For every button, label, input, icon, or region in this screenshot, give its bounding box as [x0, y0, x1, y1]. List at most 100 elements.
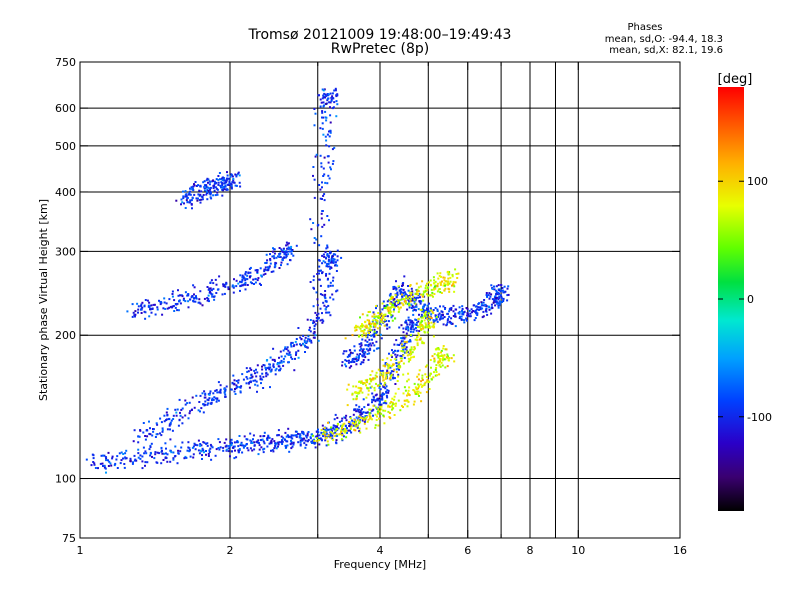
data-point — [412, 309, 415, 312]
data-point — [443, 276, 446, 279]
data-point — [364, 339, 367, 342]
data-point — [420, 300, 423, 303]
data-point — [318, 184, 321, 186]
data-point — [147, 305, 150, 308]
data-point — [466, 308, 469, 310]
data-point — [436, 308, 439, 311]
data-point — [365, 411, 368, 414]
data-point — [189, 193, 192, 196]
data-point — [348, 355, 351, 358]
data-point — [178, 398, 181, 401]
data-point — [261, 372, 264, 375]
data-point — [137, 311, 139, 314]
data-point — [125, 449, 128, 452]
data-point — [313, 241, 316, 244]
data-point — [319, 188, 322, 191]
data-point — [400, 357, 403, 360]
data-point — [463, 321, 466, 324]
data-point — [501, 287, 504, 289]
data-point — [162, 459, 165, 461]
data-point — [158, 299, 160, 302]
data-point — [129, 460, 132, 463]
data-point — [187, 417, 190, 420]
data-point — [209, 282, 212, 284]
data-point — [149, 427, 151, 430]
data-point — [443, 282, 446, 285]
data-point — [376, 398, 379, 401]
data-point — [123, 466, 126, 469]
data-point — [479, 308, 482, 311]
data-point — [302, 334, 305, 337]
data-point — [429, 283, 432, 286]
data-point — [368, 322, 371, 325]
data-point — [322, 175, 325, 177]
data-point — [373, 315, 376, 318]
data-point — [186, 196, 189, 199]
data-point — [360, 347, 363, 350]
data-point — [340, 432, 343, 435]
data-point — [262, 448, 265, 451]
data-point — [161, 313, 164, 316]
data-point — [289, 259, 291, 261]
data-point — [447, 280, 450, 283]
data-point — [332, 279, 334, 282]
data-point — [232, 285, 235, 288]
data-point — [150, 304, 153, 307]
data-point — [442, 345, 445, 347]
data-point — [452, 280, 455, 283]
data-point — [379, 394, 382, 397]
data-point — [177, 452, 180, 455]
data-point — [357, 410, 360, 413]
data-point — [175, 199, 178, 202]
data-point — [292, 441, 295, 444]
data-point — [158, 452, 161, 455]
data-point — [425, 376, 428, 378]
data-point — [451, 322, 454, 325]
data-point — [365, 384, 367, 387]
data-point — [190, 409, 193, 411]
data-point — [450, 317, 453, 320]
data-point — [430, 366, 432, 369]
data-point — [304, 351, 306, 353]
data-point — [266, 445, 269, 448]
data-point — [321, 318, 324, 321]
data-point — [323, 255, 326, 258]
data-point — [269, 253, 271, 256]
data-point — [223, 292, 226, 295]
data-point — [444, 283, 447, 286]
data-point — [485, 307, 488, 310]
data-point — [407, 297, 409, 300]
data-point — [174, 306, 177, 309]
data-point — [216, 398, 219, 401]
data-point — [312, 322, 314, 325]
data-point — [288, 352, 291, 355]
data-point — [358, 422, 361, 425]
data-point — [289, 343, 292, 346]
data-point — [381, 398, 384, 401]
data-point — [234, 173, 237, 176]
data-point — [433, 322, 436, 325]
data-point — [248, 386, 251, 389]
data-point — [237, 172, 240, 175]
data-point — [183, 202, 185, 205]
data-point — [235, 175, 238, 178]
data-point — [440, 313, 443, 316]
data-point — [327, 277, 329, 280]
data-point — [231, 181, 234, 184]
data-point — [447, 318, 450, 321]
data-point — [364, 344, 367, 347]
data-point — [278, 255, 281, 258]
data-point — [379, 314, 381, 317]
data-point — [392, 376, 395, 379]
data-point — [400, 350, 403, 352]
data-point — [327, 258, 330, 261]
data-point — [332, 160, 335, 163]
data-point — [362, 332, 365, 335]
data-point — [383, 304, 386, 307]
data-point — [350, 425, 353, 428]
data-point — [103, 454, 106, 457]
data-point — [253, 283, 255, 285]
data-point — [409, 321, 412, 324]
data-point — [290, 345, 293, 348]
